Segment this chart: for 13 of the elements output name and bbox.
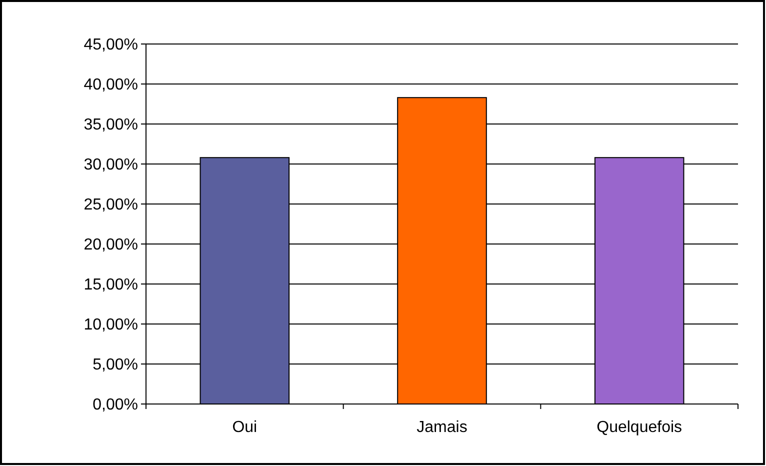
x-tick-label: Jamais: [416, 419, 468, 436]
y-tick-label: 35,00%: [84, 116, 138, 134]
y-tick-label: 10,00%: [84, 316, 138, 334]
y-tick-label: 5,00%: [92, 356, 138, 374]
y-tick-label: 45,00%: [84, 36, 138, 54]
x-tick-label: Quelquefois: [596, 419, 682, 436]
y-tick-label: 25,00%: [84, 196, 138, 214]
y-tick-label: 30,00%: [84, 156, 138, 174]
y-tick-label: 40,00%: [84, 76, 138, 94]
y-tick-label: 0,00%: [92, 396, 138, 414]
y-tick-label: 15,00%: [84, 276, 138, 294]
y-tick-label: 20,00%: [84, 236, 138, 254]
x-tick-label: Oui: [232, 419, 258, 436]
